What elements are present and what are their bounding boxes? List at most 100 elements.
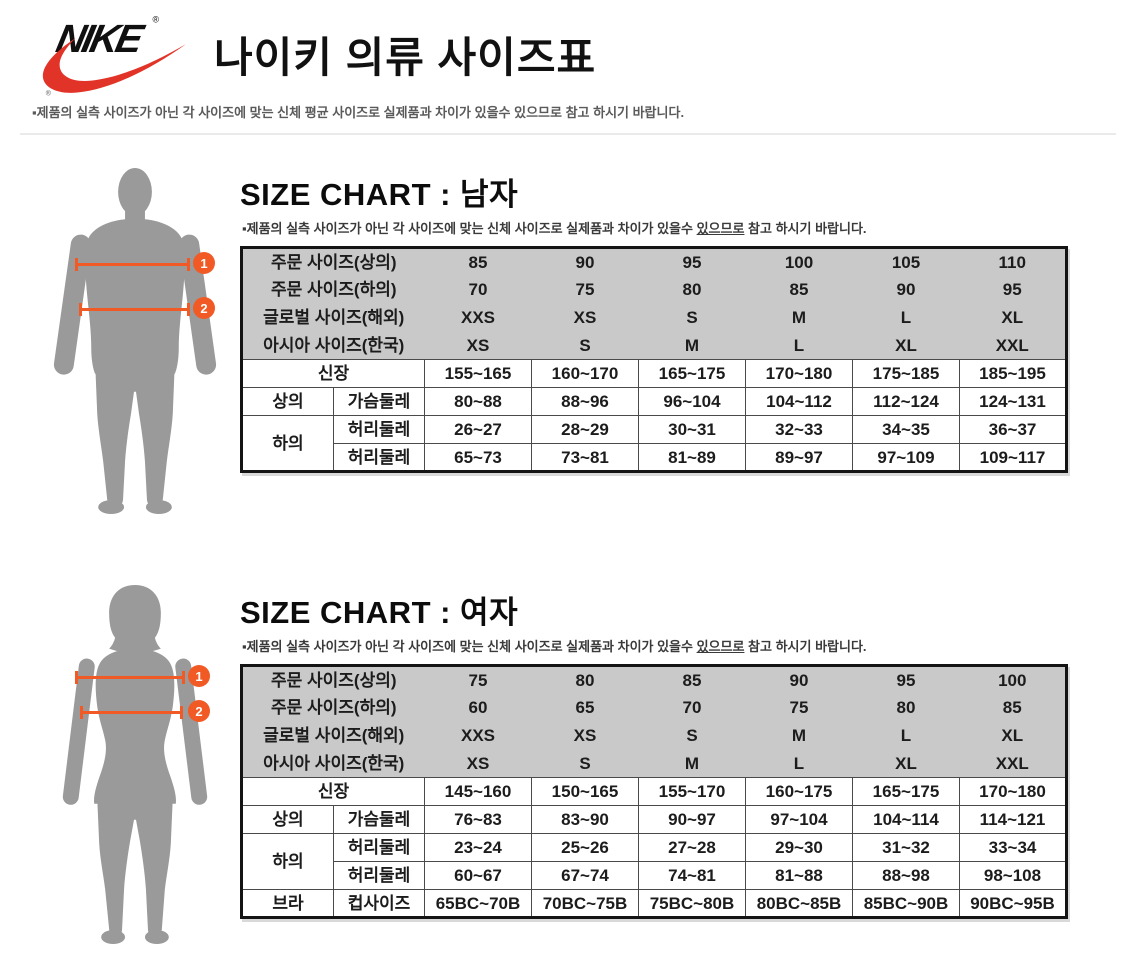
size-cell: 33~34 — [959, 833, 1067, 862]
divider — [20, 133, 1116, 135]
row-label: 주문 사이즈(상의) — [241, 665, 425, 694]
size-cell: 89~97 — [745, 443, 853, 472]
row-label: 주문 사이즈(하의) — [241, 693, 425, 722]
size-cell: 110 — [959, 247, 1067, 276]
svg-text:®: ® — [152, 14, 159, 24]
size-cell: M — [638, 749, 746, 778]
women-heading: SIZE CHART : 여자 — [240, 595, 519, 630]
svg-text:NIKE: NIKE — [52, 17, 148, 61]
size-cell: 80BC~85B — [745, 889, 853, 918]
size-cell: 80 — [638, 275, 746, 304]
table-row: 글로벌 사이즈(해외) XXS XS S M L XL — [241, 721, 1067, 750]
size-cell: S — [638, 721, 746, 750]
women-note: ▪제품의 실측 사이즈가 아닌 각 사이즈에 맞는 신체 사이즈로 실제품과 차… — [242, 636, 1068, 655]
size-cell: 90 — [531, 247, 639, 276]
table-row: 하의 허리둘레 26~27 28~29 30~31 32~33 34~35 36… — [241, 415, 1067, 472]
row-label: 아시아 사이즈(한국) — [241, 749, 425, 778]
row-label: 아시아 사이즈(한국) — [241, 331, 425, 360]
size-cell: 80 — [531, 665, 639, 694]
row-label: 신장 — [241, 777, 425, 806]
size-cell: 165~175 — [852, 777, 960, 806]
size-cell: 98~108 — [959, 861, 1067, 890]
table-row: 주문 사이즈(하의) 70 75 80 85 90 95 — [241, 275, 1067, 304]
size-cell: 165~175 — [638, 359, 746, 388]
size-cell: XL — [852, 749, 960, 778]
size-cell: 85 — [424, 247, 532, 276]
size-cell: 85 — [745, 275, 853, 304]
size-cell: 160~170 — [531, 359, 639, 388]
size-cell: 85 — [638, 665, 746, 694]
size-cell: 88~96 — [531, 387, 639, 416]
note-underlined: 있으므로 — [696, 639, 745, 654]
size-cell: 25~26 — [531, 833, 639, 862]
size-cell: XS — [424, 749, 532, 778]
size-cell: 81~88 — [745, 861, 853, 890]
size-cell: 80 — [852, 693, 960, 722]
size-cell: 67~74 — [531, 861, 639, 890]
size-cell: L — [852, 303, 960, 332]
size-cell: 70BC~75B — [531, 889, 639, 918]
size-cell: 114~121 — [959, 805, 1067, 834]
size-cell: 88~98 — [852, 861, 960, 890]
size-cell: 65 — [531, 693, 639, 722]
table-row: 신장 145~160 150~165 155~170 160~175 165~1… — [241, 777, 1067, 806]
marker-2-badge: 2 — [193, 297, 215, 319]
size-cell: 155~170 — [638, 777, 746, 806]
size-cell: L — [745, 331, 853, 360]
row-label: 신장 — [241, 359, 425, 388]
size-cell: 170~180 — [745, 359, 853, 388]
nike-logo: NIKE ® ® — [30, 8, 188, 100]
table-row: 허리둘레 60~67 67~74 74~81 81~88 88~98 98~10… — [242, 861, 1067, 890]
size-cell: 95 — [852, 665, 960, 694]
size-cell: 175~185 — [852, 359, 960, 388]
section-men: 1 2 SIZE CHART : 남자 ▪제품의 실측 사이즈가 아닌 각 사이… — [35, 165, 1126, 523]
table-row: 아시아 사이즈(한국) XS S M L XL XXL — [241, 331, 1067, 360]
table-row: 신장 155~165 160~170 165~175 170~180 175~1… — [241, 359, 1067, 388]
size-cell: 90BC~95B — [959, 889, 1067, 918]
size-cell: 155~165 — [424, 359, 532, 388]
size-cell: 95 — [959, 275, 1067, 304]
size-cell: 75BC~80B — [638, 889, 746, 918]
size-cell: 76~83 — [424, 805, 532, 834]
table-row: 브라 컵사이즈 65BC~70B 70BC~75B 75BC~80B 80BC~… — [241, 889, 1067, 918]
size-cell: 73~81 — [531, 443, 639, 472]
size-cell: 80~88 — [424, 387, 532, 416]
size-cell: 60 — [424, 693, 532, 722]
table-row: 상의 가슴둘레 80~88 88~96 96~104 104~112 112~1… — [241, 387, 1067, 416]
table-row: 글로벌 사이즈(해외) XXS XS S M L XL — [241, 303, 1067, 332]
size-cell: 23~24 — [424, 833, 532, 862]
subcategory-cell: 컵사이즈 — [333, 889, 425, 918]
note-text: 참고 하시기 바랍니다. — [744, 639, 867, 654]
size-cell: 124~131 — [959, 387, 1067, 416]
size-cell: 145~160 — [424, 777, 532, 806]
size-cell: 74~81 — [638, 861, 746, 890]
marker-1-badge: 1 — [193, 252, 215, 274]
table-row: 아시아 사이즈(한국) XS S M L XL XXL — [241, 749, 1067, 778]
subcategory-cell: 허리둘레 — [333, 443, 425, 472]
size-cell: XXS — [424, 721, 532, 750]
note-text: ▪제품의 실측 사이즈가 아닌 각 사이즈에 맞는 신체 사이즈로 실제품과 차… — [242, 221, 697, 236]
female-figure: 1 2 — [35, 583, 240, 953]
women-size-table: 주문 사이즈(상의) 75 80 85 90 95 100 주문 사이즈(하의)… — [240, 664, 1068, 919]
note-underlined: 있으므로 — [696, 221, 745, 236]
size-cell: 85BC~90B — [852, 889, 960, 918]
subcategory-cell: 가슴둘레 — [333, 387, 425, 416]
category-cell: 상의 — [241, 805, 334, 834]
size-cell: 75 — [745, 693, 853, 722]
size-cell: 90~97 — [638, 805, 746, 834]
size-cell: 70 — [424, 275, 532, 304]
size-cell: 65BC~70B — [424, 889, 532, 918]
size-cell: 31~32 — [852, 833, 960, 862]
chest-measure-line — [75, 258, 190, 271]
waist-measure-line — [79, 303, 190, 316]
table-row: 상의 가슴둘레 76~83 83~90 90~97 97~104 104~114… — [241, 805, 1067, 834]
size-cell: 32~33 — [745, 415, 853, 444]
size-cell: 96~104 — [638, 387, 746, 416]
note-text: ▪제품의 실측 사이즈가 아닌 각 사이즈에 맞는 신체 사이즈로 실제품과 차… — [242, 639, 697, 654]
size-cell: XL — [959, 721, 1067, 750]
size-cell: 150~165 — [531, 777, 639, 806]
size-cell: 90 — [852, 275, 960, 304]
size-cell: 185~195 — [959, 359, 1067, 388]
subcategory-cell: 가슴둘레 — [333, 805, 425, 834]
size-cell: 104~114 — [852, 805, 960, 834]
